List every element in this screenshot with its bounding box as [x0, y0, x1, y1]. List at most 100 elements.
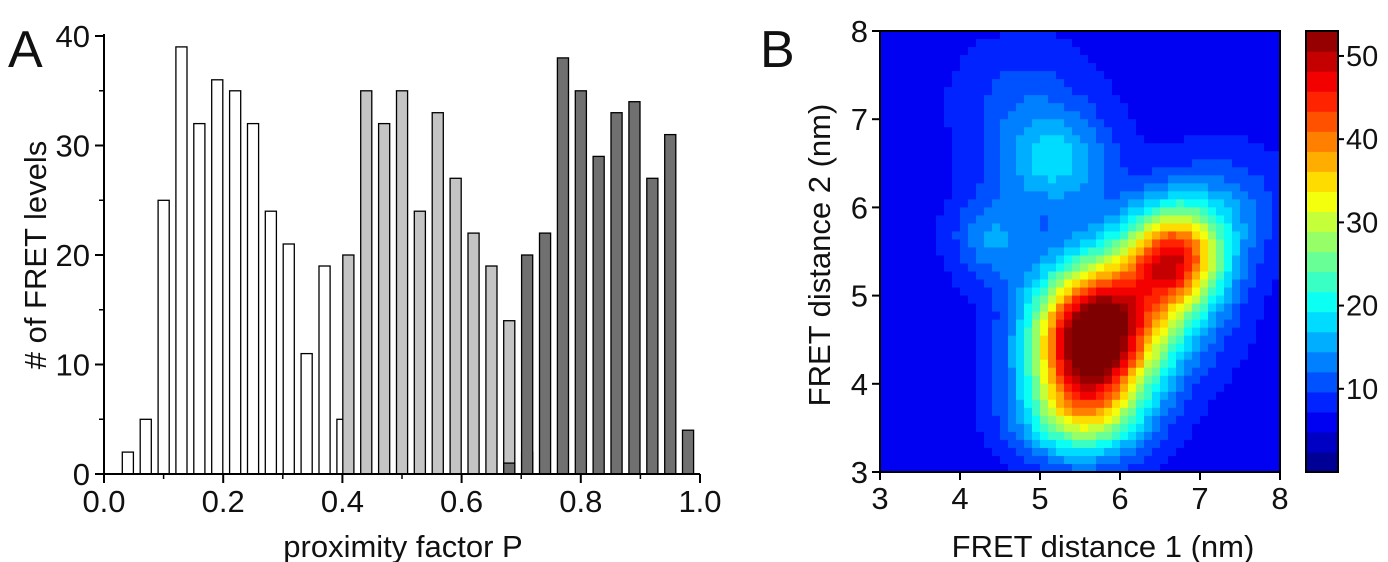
heatmap-cell	[1272, 71, 1281, 80]
heatmap-cell	[1248, 375, 1257, 385]
heatmap-cell	[912, 167, 921, 176]
heatmap-cell	[920, 247, 929, 257]
heatmap-cell	[904, 151, 913, 160]
heatmap-cell	[952, 183, 961, 192]
heatmap-cell	[928, 151, 937, 160]
heatmap-cell	[1168, 423, 1177, 433]
heatmap-cell	[880, 47, 889, 56]
heatmap-cell	[1264, 263, 1273, 273]
heatmap-cell	[920, 423, 929, 433]
heatmap-cell	[1072, 295, 1081, 305]
heatmap-cell	[928, 263, 937, 273]
heatmap-cell	[1184, 375, 1193, 385]
heatmap-cell	[936, 335, 945, 345]
heatmap-cell	[1160, 31, 1169, 40]
heatmap-cell	[1208, 279, 1217, 289]
heatmap-cell	[1224, 367, 1233, 377]
heatmap-cell	[1104, 119, 1113, 128]
heatmap-cell	[1048, 79, 1057, 88]
heatmap-cell	[960, 335, 969, 345]
heatmap-cell	[952, 55, 961, 64]
heatmap-cell	[1072, 255, 1081, 265]
heatmap-cell	[1024, 231, 1033, 241]
heatmap-cell	[1208, 175, 1217, 184]
histogram-bar	[467, 232, 480, 475]
heatmap-cell	[1000, 287, 1009, 297]
heatmap-cell	[1000, 439, 1009, 449]
heatmap-cell	[1144, 127, 1153, 136]
heatmap-cell	[912, 423, 921, 433]
heatmap-cell	[1032, 271, 1041, 281]
heatmap-cell	[1128, 431, 1137, 441]
heatmap-cell	[1008, 223, 1017, 233]
heatmap-cell	[1200, 263, 1209, 273]
heatmap-cell	[984, 31, 993, 40]
heatmap-cell	[1008, 407, 1017, 417]
heatmap-cell	[1128, 143, 1137, 152]
heatmap-cell	[960, 223, 969, 233]
heatmap-cell	[920, 207, 929, 217]
heatmap-cell	[880, 167, 889, 176]
heatmap-cell	[904, 103, 913, 112]
heatmap-cell	[1152, 407, 1161, 417]
heatmap-cell	[976, 199, 985, 208]
heatmap-cell	[976, 183, 985, 192]
heatmap-cell	[888, 383, 897, 393]
heatmap-cell	[928, 287, 937, 297]
heatmap-cell	[1088, 247, 1097, 257]
heatmap-cell	[1168, 279, 1177, 289]
heatmap-cell	[952, 199, 961, 208]
heatmap-cell	[984, 223, 993, 233]
heatmap-cell	[1192, 119, 1201, 128]
heatmap-cell	[896, 415, 905, 425]
heatmap-cell	[1144, 295, 1153, 305]
heatmap-cell	[1072, 47, 1081, 56]
heatmap-cell	[1000, 255, 1009, 265]
heatmap-cell	[960, 295, 969, 305]
heatmap-cell	[1216, 103, 1225, 112]
heatmap-cell	[1040, 271, 1049, 281]
heatmap-cell	[1272, 183, 1281, 192]
heatmap-cell	[1040, 95, 1049, 104]
heatmap-cell	[1240, 335, 1249, 345]
heatmap-cell	[1104, 151, 1113, 160]
heatmap-cell	[920, 63, 929, 72]
heatmap-cell	[904, 351, 913, 361]
heatmap-cell	[1168, 55, 1177, 64]
heatmap-cell	[976, 423, 985, 433]
heatmap-cell	[1112, 455, 1121, 465]
heatmap-cell	[1088, 95, 1097, 104]
heatmap-cell	[1224, 423, 1233, 433]
heatmap-cell	[1144, 391, 1153, 401]
heatmap-cell	[1032, 335, 1041, 345]
heatmap-cell	[1080, 191, 1089, 200]
heatmap-cell	[992, 175, 1001, 184]
heatmap-cell	[1024, 279, 1033, 289]
heatmap-cell	[1136, 279, 1145, 289]
heatmap-cell	[1008, 127, 1017, 136]
heatmap-cell	[1120, 439, 1129, 449]
heatmap-cell	[944, 71, 953, 80]
heatmap-cell	[1112, 319, 1121, 329]
heatmap-cell	[904, 311, 913, 321]
heatmap-cell	[944, 95, 953, 104]
heatmap-cell	[1104, 31, 1113, 40]
heatmap-cell	[1208, 359, 1217, 369]
heatmap-cell	[1216, 183, 1225, 192]
heatmap-cell	[1176, 351, 1185, 361]
heatmap-cell	[1024, 399, 1033, 409]
heatmap-cell	[1112, 239, 1121, 249]
heatmap-cell	[888, 303, 897, 313]
heatmap-cell	[912, 319, 921, 329]
heatmap-cell	[952, 263, 961, 273]
heatmap-cell	[1040, 287, 1049, 297]
heatmap-cell	[1072, 31, 1081, 40]
heatmap-cell	[1224, 127, 1233, 136]
heatmap-cell	[1256, 319, 1265, 329]
heatmap-cell	[1256, 103, 1265, 112]
heatmap-cell	[1040, 79, 1049, 88]
heatmap-cell	[888, 151, 897, 160]
heatmap-cell	[1232, 391, 1241, 401]
heatmap-cell	[1104, 351, 1113, 361]
heatmap-cell	[1120, 319, 1129, 329]
